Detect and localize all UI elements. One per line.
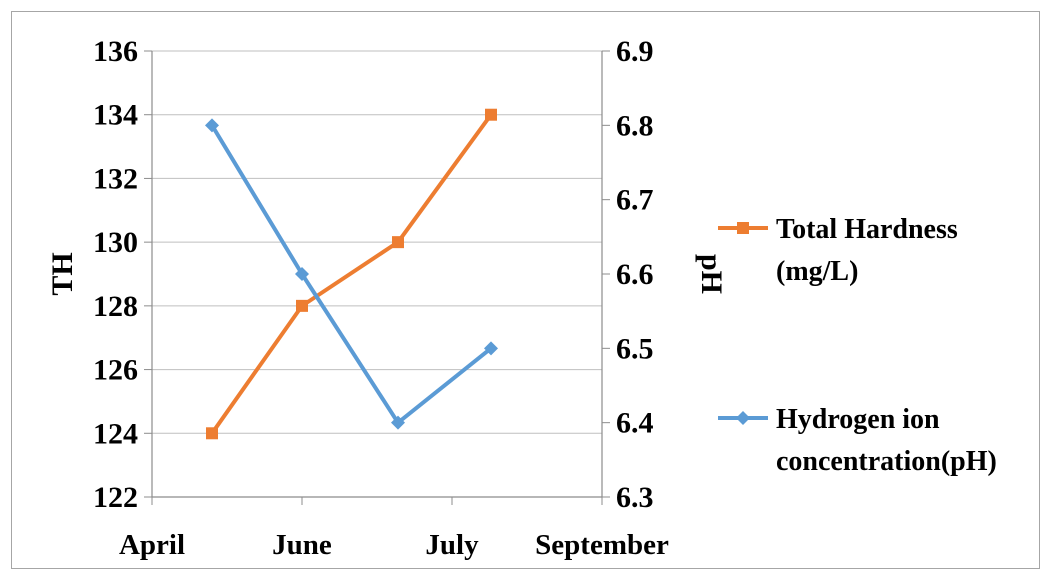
left-tick-label: 132 <box>93 162 138 195</box>
left-tick-label: 134 <box>93 99 138 132</box>
left-axis-title: TH <box>46 252 79 295</box>
right-tick-label: 6.4 <box>616 407 654 440</box>
gridlines <box>152 50 602 434</box>
left-tick-label: 126 <box>93 354 138 387</box>
right-tick-label: 6.3 <box>616 481 654 514</box>
legend-label: concentration(pH) <box>776 446 997 477</box>
right-tick-label: 6.7 <box>616 184 654 217</box>
left-tick-label: 124 <box>93 417 138 450</box>
x-category-label: September <box>535 529 669 561</box>
series-line <box>210 124 493 425</box>
diamond-marker <box>484 341 498 356</box>
legend-label: (mg/L) <box>776 256 858 287</box>
square-marker <box>392 236 404 249</box>
square-marker <box>296 299 308 312</box>
x-category-label: April <box>119 529 185 561</box>
series-line <box>210 113 493 435</box>
left-tick-label: 122 <box>93 481 138 514</box>
chart-frame <box>11 11 1040 569</box>
left-tick-label: 128 <box>93 290 138 323</box>
diamond-marker <box>205 118 219 133</box>
legend-label: Hydrogen ion <box>776 404 940 435</box>
diamond-marker <box>391 415 405 430</box>
axes: 122 124 126 128 130 132 134 136 6.3 6.4 6.5 6.6 6.7 6… <box>46 35 728 561</box>
right-tick-label: 6.8 <box>616 109 654 142</box>
x-category-label: June <box>272 529 332 561</box>
diamond-marker <box>736 411 750 425</box>
right-tick-label: 6.9 <box>616 35 654 68</box>
square-marker <box>485 108 497 121</box>
left-tick-label: 130 <box>93 226 138 259</box>
legend: Total Hardness (mg/L) Hydrogen ion concentr… <box>718 214 997 477</box>
square-marker <box>737 222 749 234</box>
series <box>205 108 498 440</box>
right-tick-label: 6.6 <box>616 258 654 291</box>
x-category-label: July <box>425 529 479 561</box>
square-marker <box>206 427 218 440</box>
legend-label: Total Hardness <box>776 214 958 245</box>
left-tick-label: 136 <box>93 35 138 68</box>
diamond-marker <box>295 267 309 281</box>
right-axis-title: pH <box>695 254 728 294</box>
right-tick-label: 6.5 <box>616 332 654 365</box>
